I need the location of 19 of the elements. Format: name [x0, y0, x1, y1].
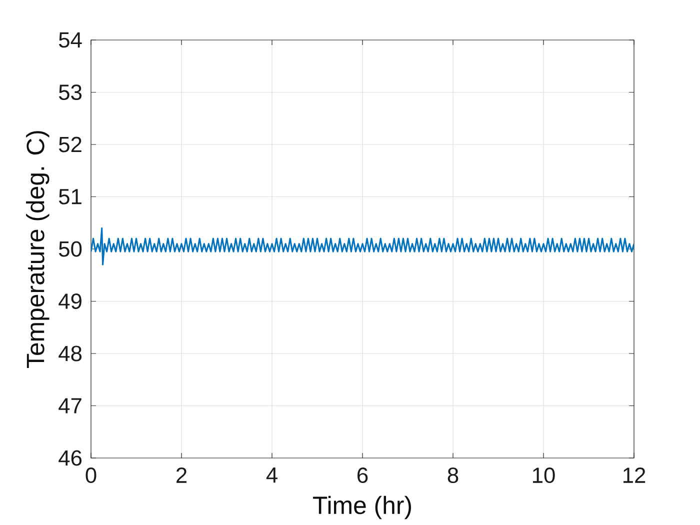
x-tick-label: 0 — [86, 468, 96, 484]
x-tick-label: 2 — [176, 468, 186, 483]
x-tick-label: 4 — [266, 468, 278, 483]
x-axis-title: Time (hr) — [313, 496, 411, 520]
y-tick-label: 48 — [58, 346, 82, 362]
x-tick-label: 12 — [623, 468, 646, 483]
y-axis-title: Temperature (deg. C) — [26, 131, 50, 368]
x-tick-label: 8 — [448, 468, 458, 484]
y-tick-label: 54 — [58, 32, 82, 48]
y-tick-label: 46 — [58, 450, 82, 466]
y-tick-label: 53 — [58, 84, 82, 100]
y-tick-label: 51 — [58, 189, 82, 204]
y-tick-label: 52 — [58, 136, 82, 152]
line-series — [91, 227, 634, 266]
y-tick-label: 50 — [58, 241, 82, 257]
x-tick-label: 6 — [358, 468, 368, 484]
x-tick-label: 10 — [532, 468, 555, 484]
y-tick-label: 49 — [58, 293, 82, 310]
y-tick-label: 47 — [58, 398, 82, 414]
